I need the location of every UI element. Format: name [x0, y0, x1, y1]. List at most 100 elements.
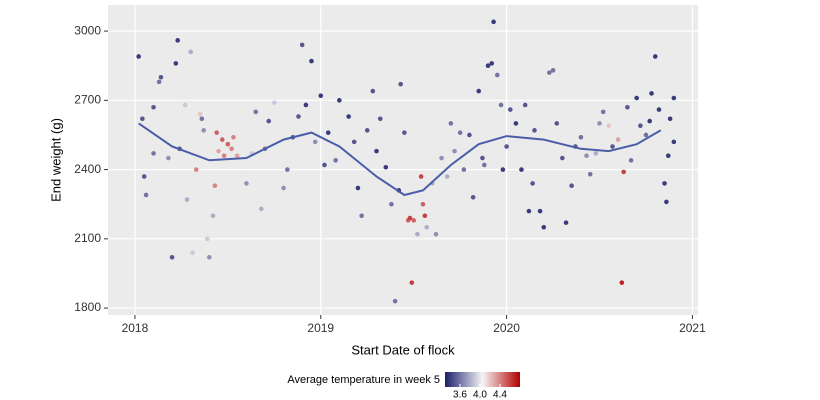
point — [151, 151, 156, 156]
point — [664, 199, 669, 205]
point — [452, 148, 457, 154]
point — [652, 54, 658, 59]
point — [643, 132, 649, 138]
point — [671, 95, 677, 101]
point — [439, 155, 444, 161]
point — [374, 148, 379, 154]
x-tick-label: 2019 — [307, 321, 334, 335]
point — [175, 38, 180, 43]
point — [541, 224, 547, 230]
point — [615, 137, 621, 142]
point — [467, 132, 472, 138]
point — [322, 162, 327, 168]
point — [141, 174, 147, 179]
plot-panel — [108, 5, 698, 315]
point — [351, 139, 357, 145]
point — [587, 171, 593, 177]
point — [151, 104, 156, 110]
point — [485, 63, 491, 69]
point — [476, 88, 482, 94]
point — [480, 155, 485, 161]
point — [519, 167, 524, 172]
point — [143, 192, 149, 198]
point — [398, 81, 403, 87]
point — [229, 146, 234, 152]
point — [206, 254, 212, 260]
point — [621, 169, 626, 175]
point — [158, 74, 164, 80]
point — [489, 61, 495, 66]
point — [424, 224, 429, 230]
point — [312, 139, 318, 145]
x-tick-label: 2018 — [122, 321, 149, 335]
point — [665, 153, 671, 159]
point — [169, 254, 175, 260]
point — [647, 118, 652, 124]
point — [584, 153, 589, 159]
point — [560, 155, 565, 161]
point — [491, 19, 496, 25]
legend-title: Average temperature in week 5 — [287, 374, 440, 386]
point — [140, 116, 145, 122]
point — [656, 107, 662, 112]
point — [219, 137, 225, 142]
point — [190, 250, 195, 255]
point — [634, 95, 639, 101]
point — [415, 231, 420, 237]
y-tick-label: 3000 — [74, 23, 101, 37]
point — [537, 208, 543, 214]
y-tick-label: 1800 — [74, 300, 101, 314]
point — [173, 61, 179, 66]
point — [193, 167, 199, 172]
y-tick-label: 2700 — [74, 93, 101, 107]
point — [444, 174, 450, 179]
point — [221, 153, 227, 159]
color-bar — [445, 372, 520, 387]
point — [156, 79, 162, 85]
point — [457, 130, 463, 135]
point — [667, 116, 673, 122]
point — [389, 201, 394, 207]
point — [530, 181, 535, 186]
point — [325, 130, 331, 135]
point — [359, 213, 364, 219]
point — [296, 114, 301, 119]
point — [184, 197, 190, 202]
point — [318, 93, 324, 99]
color-tick-label: 4.0 — [473, 390, 487, 400]
point — [234, 153, 240, 159]
point — [448, 121, 454, 126]
point — [383, 164, 389, 170]
point — [433, 231, 439, 237]
point — [231, 134, 236, 140]
point — [364, 128, 370, 133]
point — [333, 158, 338, 163]
y-axis-label: End weight (g) — [48, 118, 63, 202]
x-tick-label: 2020 — [493, 321, 520, 335]
point — [554, 121, 560, 126]
point — [166, 155, 171, 161]
point — [225, 141, 231, 147]
point — [285, 167, 290, 172]
point — [418, 174, 424, 179]
y-tick-label: 2400 — [74, 162, 101, 176]
point — [197, 111, 203, 117]
color-tick-label: 4.4 — [493, 390, 507, 400]
point — [201, 128, 207, 133]
point — [569, 183, 574, 189]
point — [188, 49, 193, 55]
point — [513, 121, 519, 126]
point — [526, 208, 532, 214]
point — [411, 218, 416, 223]
point — [136, 54, 141, 59]
point — [370, 88, 376, 94]
point — [597, 121, 602, 126]
point — [619, 280, 625, 285]
point — [628, 158, 634, 163]
point — [402, 130, 407, 135]
x-tick-label: 2021 — [679, 321, 706, 335]
point — [420, 201, 426, 207]
point — [563, 220, 569, 225]
point — [422, 213, 428, 219]
